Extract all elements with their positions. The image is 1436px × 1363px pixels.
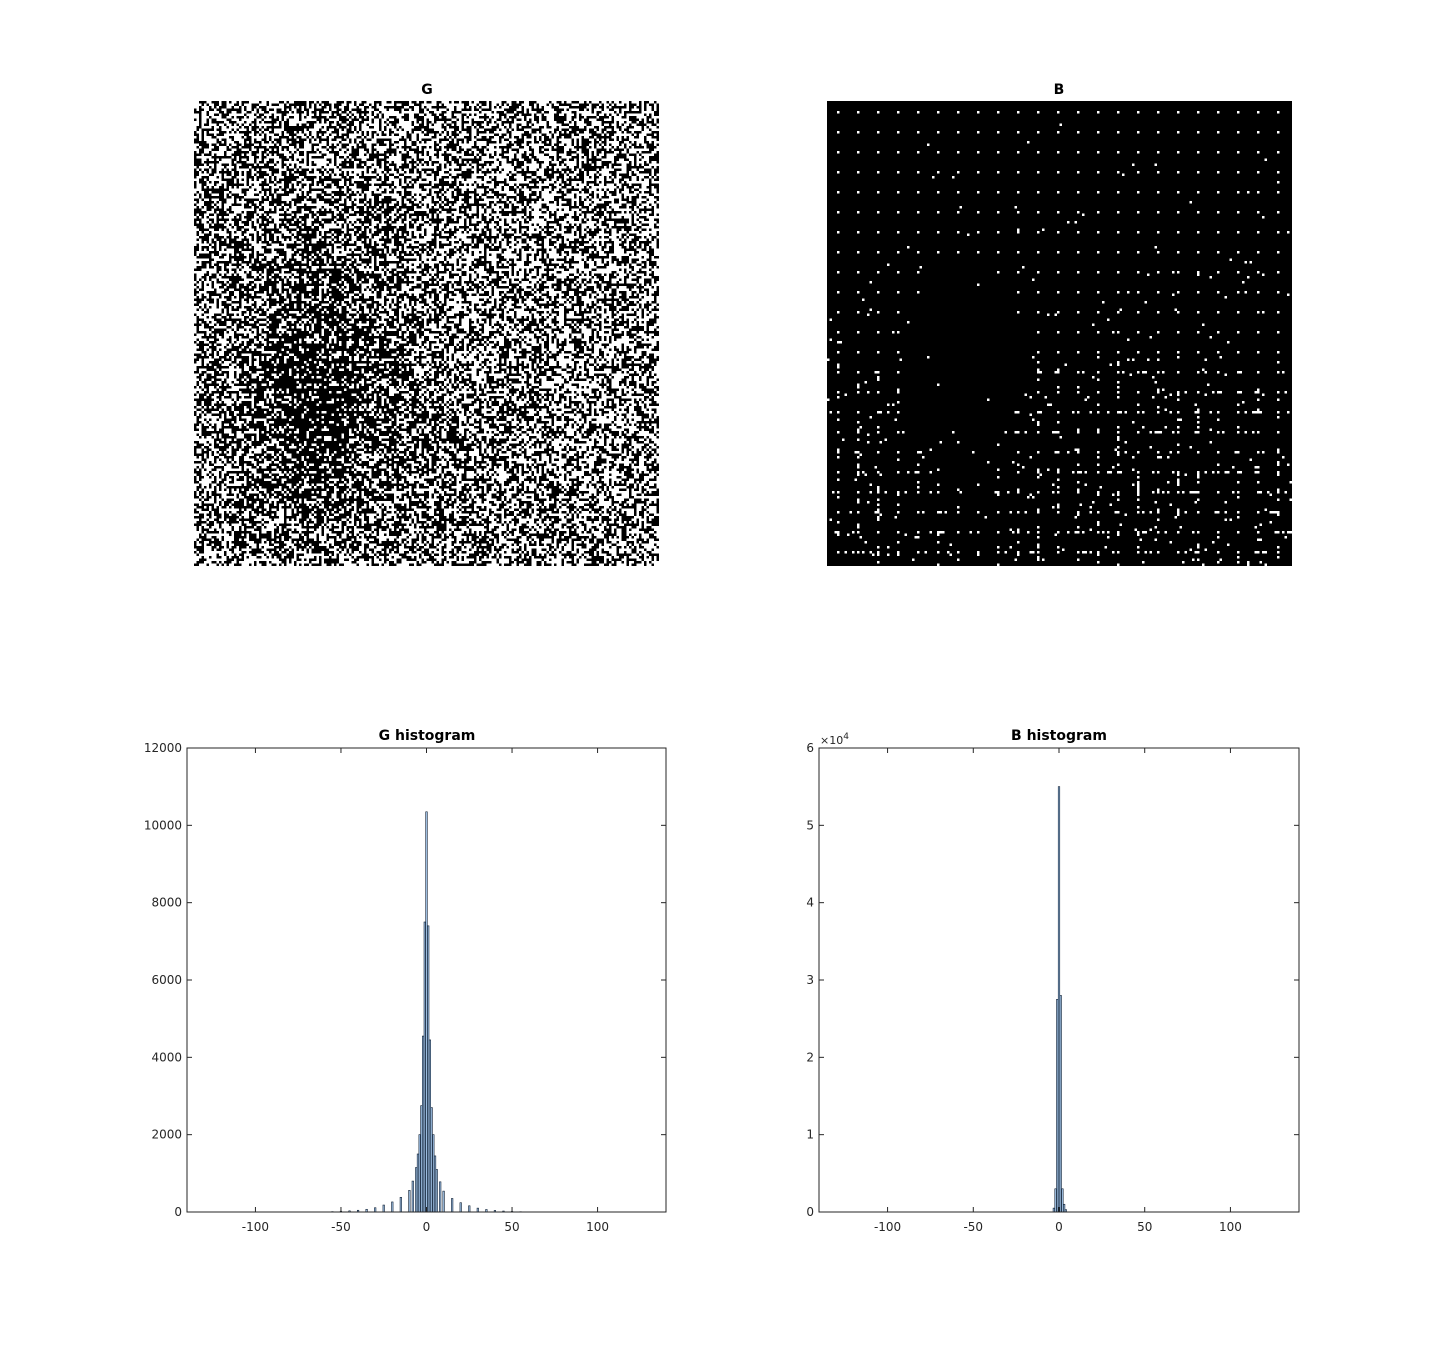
g-histogram-title: G histogram [379, 728, 476, 744]
y-tick-label: 3 [806, 973, 814, 987]
y-tick-label: 2000 [151, 1128, 182, 1142]
x-tick-label: 0 [1055, 1220, 1063, 1234]
histogram-bar [391, 1201, 394, 1213]
b-image-title: B [1054, 82, 1065, 98]
histogram-bar [418, 1134, 421, 1213]
x-tick-label: -50 [331, 1220, 351, 1234]
histogram-bar [382, 1204, 385, 1213]
histogram-bar [1057, 786, 1061, 1213]
x-tick-label: 50 [1137, 1220, 1152, 1234]
histogram-bar [451, 1198, 454, 1213]
histogram-bar [1063, 1203, 1066, 1213]
x-tick-label: 50 [504, 1220, 519, 1234]
b-histogram: B histogram ×104 -100 -50 0 50 100 0 1 2 3 4 5 6 [806, 728, 1300, 1234]
histogram-bar [432, 1134, 435, 1213]
histogram-bar [1056, 999, 1059, 1213]
histogram-bar [442, 1190, 445, 1213]
y-tick-label: 1 [806, 1128, 814, 1142]
g-image-title: G [421, 82, 433, 98]
b-histogram-title: B histogram [1011, 728, 1107, 744]
y-tick-label: 6 [806, 741, 814, 755]
histogram-bar [1052, 1207, 1055, 1213]
g-histogram: G histogram -100 -50 0 50 100 0 2000 4000 6000 80… [144, 728, 667, 1234]
b-binary-image [827, 101, 1292, 566]
histogram-bar [1061, 1188, 1064, 1213]
histogram-bar [1059, 995, 1062, 1213]
x-tick-label: -100 [874, 1220, 901, 1234]
g-binary-image [194, 101, 659, 566]
y-tick-label: 10000 [144, 818, 182, 832]
histogram-bar [435, 1169, 438, 1213]
histogram-bar [408, 1190, 411, 1213]
y-tick-label: 8000 [151, 896, 182, 910]
histogram-bar [428, 1039, 431, 1213]
y-tick-label: 0 [806, 1205, 814, 1219]
y-tick-label: 4000 [151, 1050, 182, 1064]
histogram-bar [374, 1207, 377, 1213]
y-tick-label: 6000 [151, 973, 182, 987]
x-tick-label: 100 [586, 1220, 609, 1234]
histogram-bar [399, 1197, 402, 1213]
histogram-bar [433, 1155, 437, 1213]
histogram-bar [422, 1035, 425, 1213]
y-tick-label: 5 [806, 818, 814, 832]
histogram-bar [425, 811, 428, 1213]
histogram-bar [420, 1105, 423, 1213]
histogram-bar [468, 1205, 471, 1213]
histogram-bar [439, 1181, 442, 1213]
histogram-bar [430, 1107, 433, 1213]
y-tick-label: 12000 [144, 741, 182, 755]
x-tick-label: 0 [423, 1220, 431, 1234]
histogram-bar [416, 1153, 420, 1213]
histogram-bar [1054, 1188, 1057, 1213]
histogram-bar [427, 925, 430, 1213]
x-tick-label: -100 [242, 1220, 269, 1234]
y-tick-label: 2 [806, 1050, 814, 1064]
x-tick-label: 100 [1219, 1220, 1242, 1234]
histogram-bar [476, 1207, 479, 1213]
histogram-bar [411, 1180, 414, 1213]
histogram-bar [459, 1202, 462, 1213]
x-tick-label: -50 [963, 1220, 983, 1234]
y-tick-label: 0 [174, 1205, 182, 1219]
b-histogram-exponent-label: ×104 [820, 732, 849, 747]
histogram-bar [415, 1167, 418, 1213]
y-tick-label: 4 [806, 896, 814, 910]
histogram-bar [423, 921, 426, 1213]
